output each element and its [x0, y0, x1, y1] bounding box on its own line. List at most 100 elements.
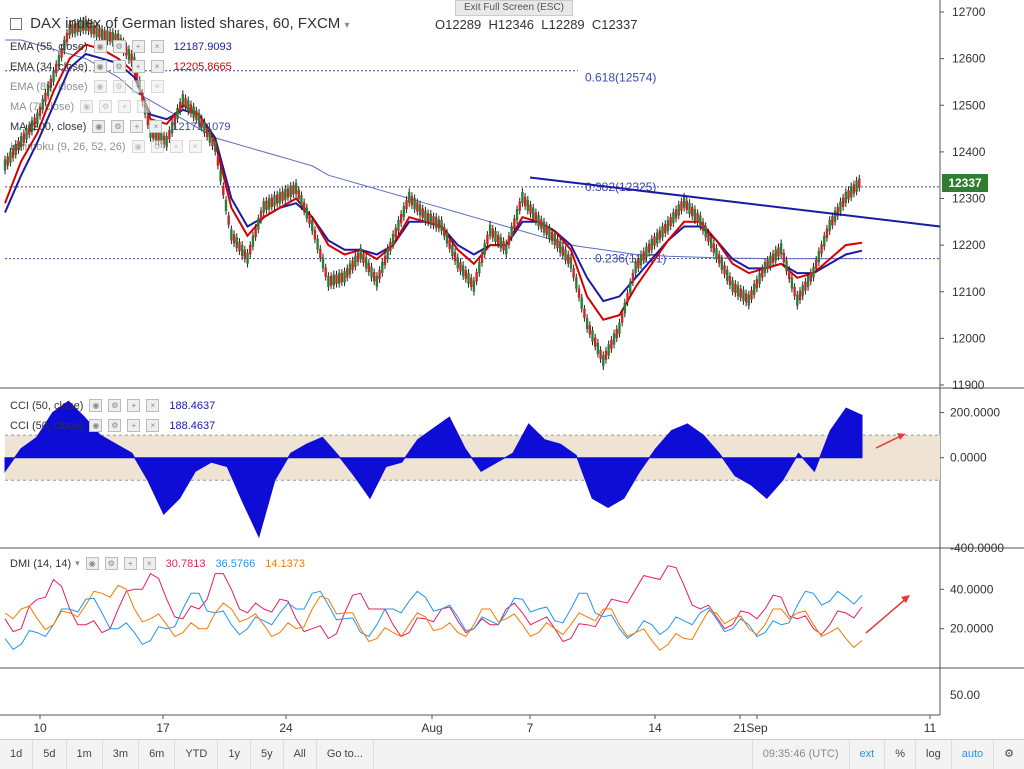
candle-body	[370, 266, 373, 278]
close-icon[interactable]: ×	[146, 419, 160, 432]
range-3m[interactable]: 3m	[103, 740, 140, 769]
gear-icon[interactable]: ⚙	[108, 419, 122, 432]
candle-body	[405, 199, 408, 210]
chart-canvas[interactable]: 11900 12000 12100 12200 12300 12400 12500 12600…	[0, 0, 1024, 739]
eye-icon[interactable]: ◉	[93, 60, 107, 73]
close-icon[interactable]: ×	[137, 100, 151, 113]
range-1d[interactable]: 1d	[0, 740, 34, 769]
dmi-tick-label: 40.0000	[950, 582, 994, 596]
eye-icon[interactable]: ◉	[85, 557, 99, 570]
cci-legend-2[interactable]: CCI (50, close) ◉ ⚙ + × 188.4637	[10, 419, 215, 432]
legend-ma7[interactable]: MA (7, close) ◉ ⚙ + ×	[10, 100, 151, 113]
gear-icon[interactable]: ⚙	[104, 557, 118, 570]
chevron-down-icon[interactable]: ▾	[344, 20, 350, 31]
legend-ema89[interactable]: EMA (89, close) ◉ ⚙ + ×	[10, 80, 164, 93]
candle-body	[343, 271, 346, 283]
candle-body	[413, 198, 416, 210]
cci-legend-1[interactable]: CCI (50, close) ◉ ⚙ + × 188.4637	[10, 399, 215, 412]
range-all[interactable]: All	[284, 740, 317, 769]
close-icon[interactable]: ×	[150, 40, 164, 53]
legend-ema34[interactable]: EMA (34, close) ◉ ⚙ + × 12205.8665	[10, 60, 232, 73]
legend-ichimoku[interactable]: Ichimoku (9, 26, 52, 26) ◉ ⚙ + ×	[10, 140, 202, 153]
candle-body	[575, 277, 578, 289]
close-icon[interactable]: ×	[150, 80, 164, 93]
candle-body	[181, 94, 185, 106]
plus-icon[interactable]: +	[130, 120, 144, 133]
candle-body	[235, 237, 238, 249]
candle-body	[793, 286, 796, 297]
plus-icon[interactable]: +	[127, 399, 141, 412]
gear-icon[interactable]: ⚙	[108, 399, 122, 412]
x-tick-label: 10	[33, 721, 47, 735]
plus-icon[interactable]: +	[127, 419, 141, 432]
eye-icon[interactable]: ◉	[131, 140, 145, 153]
candle-body	[693, 209, 697, 221]
gear-icon[interactable]: ⚙	[112, 60, 126, 73]
candle-body	[467, 272, 470, 284]
x-tick-label: Aug	[421, 721, 442, 735]
candle-body	[197, 112, 201, 124]
eye-icon[interactable]: ◉	[92, 120, 106, 133]
chart-title: DAX index of German listed shares, 60, F…	[10, 15, 350, 32]
candle-body	[418, 204, 422, 216]
plus-icon[interactable]: +	[118, 100, 132, 113]
plus-icon[interactable]: +	[123, 557, 137, 570]
eye-icon[interactable]: ◉	[80, 100, 94, 113]
gear-icon[interactable]: ⚙	[150, 140, 164, 153]
candle-body	[782, 252, 786, 263]
candle-body	[311, 219, 314, 232]
eye-icon[interactable]: ◉	[93, 80, 107, 93]
log-toggle[interactable]: log	[915, 740, 951, 769]
auto-toggle[interactable]: auto	[950, 740, 993, 769]
ext-toggle[interactable]: ext	[848, 740, 885, 769]
eye-icon[interactable]: ◉	[89, 419, 103, 432]
range-ytd[interactable]: YTD	[175, 740, 219, 769]
candle-body	[324, 267, 327, 277]
candle-body	[653, 236, 656, 246]
gear-icon[interactable]: ⚙	[112, 40, 126, 53]
plus-icon[interactable]: +	[169, 140, 183, 153]
gear-icon[interactable]: ⚙	[112, 80, 126, 93]
candle-body	[68, 24, 71, 36]
close-icon[interactable]: ×	[146, 399, 160, 412]
candle-body	[227, 215, 230, 225]
plus-icon[interactable]: +	[131, 80, 145, 93]
close-icon[interactable]: ×	[149, 120, 163, 133]
candle-body	[470, 277, 473, 287]
close-icon[interactable]: ×	[142, 557, 156, 570]
dmi-legend[interactable]: DMI (14, 14) ▾ ◉ ⚙ + × 30.7813 36.5766 14.1…	[10, 557, 305, 570]
candle-body	[666, 219, 670, 232]
candle-body	[152, 129, 155, 139]
close-icon[interactable]: ×	[150, 60, 164, 73]
range-5y[interactable]: 5y	[251, 740, 284, 769]
candle-body	[205, 127, 209, 137]
gear-icon[interactable]: ⚙	[993, 740, 1024, 769]
plus-icon[interactable]: +	[131, 60, 145, 73]
candle-body	[28, 125, 31, 135]
candle-body	[629, 282, 632, 294]
collapse-icon[interactable]	[10, 18, 22, 31]
range-5d[interactable]: 5d	[33, 740, 67, 769]
goto-button[interactable]: Go to...	[317, 740, 374, 769]
y-tick-label: 12700	[952, 5, 986, 19]
gear-icon[interactable]: ⚙	[99, 100, 113, 113]
close-icon[interactable]: ×	[188, 140, 202, 153]
candle-body	[270, 197, 274, 207]
exit-fullscreen-button[interactable]: Exit Full Screen (ESC)	[455, 0, 573, 16]
range-6m[interactable]: 6m	[139, 740, 176, 769]
eye-icon[interactable]: ◉	[93, 40, 107, 53]
candle-body	[494, 230, 497, 243]
candle-body	[95, 25, 98, 37]
percent-toggle[interactable]: %	[884, 740, 915, 769]
eye-icon[interactable]: ◉	[89, 399, 103, 412]
range-1y[interactable]: 1y	[218, 740, 251, 769]
candle-body	[655, 232, 659, 244]
candle-body	[238, 241, 241, 252]
plus-icon[interactable]: +	[131, 40, 145, 53]
legend-ema55[interactable]: EMA (55, close) ◉ ⚙ + × 12187.9093	[10, 40, 232, 53]
candle-body	[278, 191, 282, 204]
range-1m[interactable]: 1m	[67, 740, 103, 769]
legend-ma200[interactable]: MA (200, close) ◉ ⚙ + × 12171.1079	[10, 120, 231, 133]
chevron-down-icon[interactable]: ▾	[75, 558, 80, 568]
gear-icon[interactable]: ⚙	[111, 120, 125, 133]
